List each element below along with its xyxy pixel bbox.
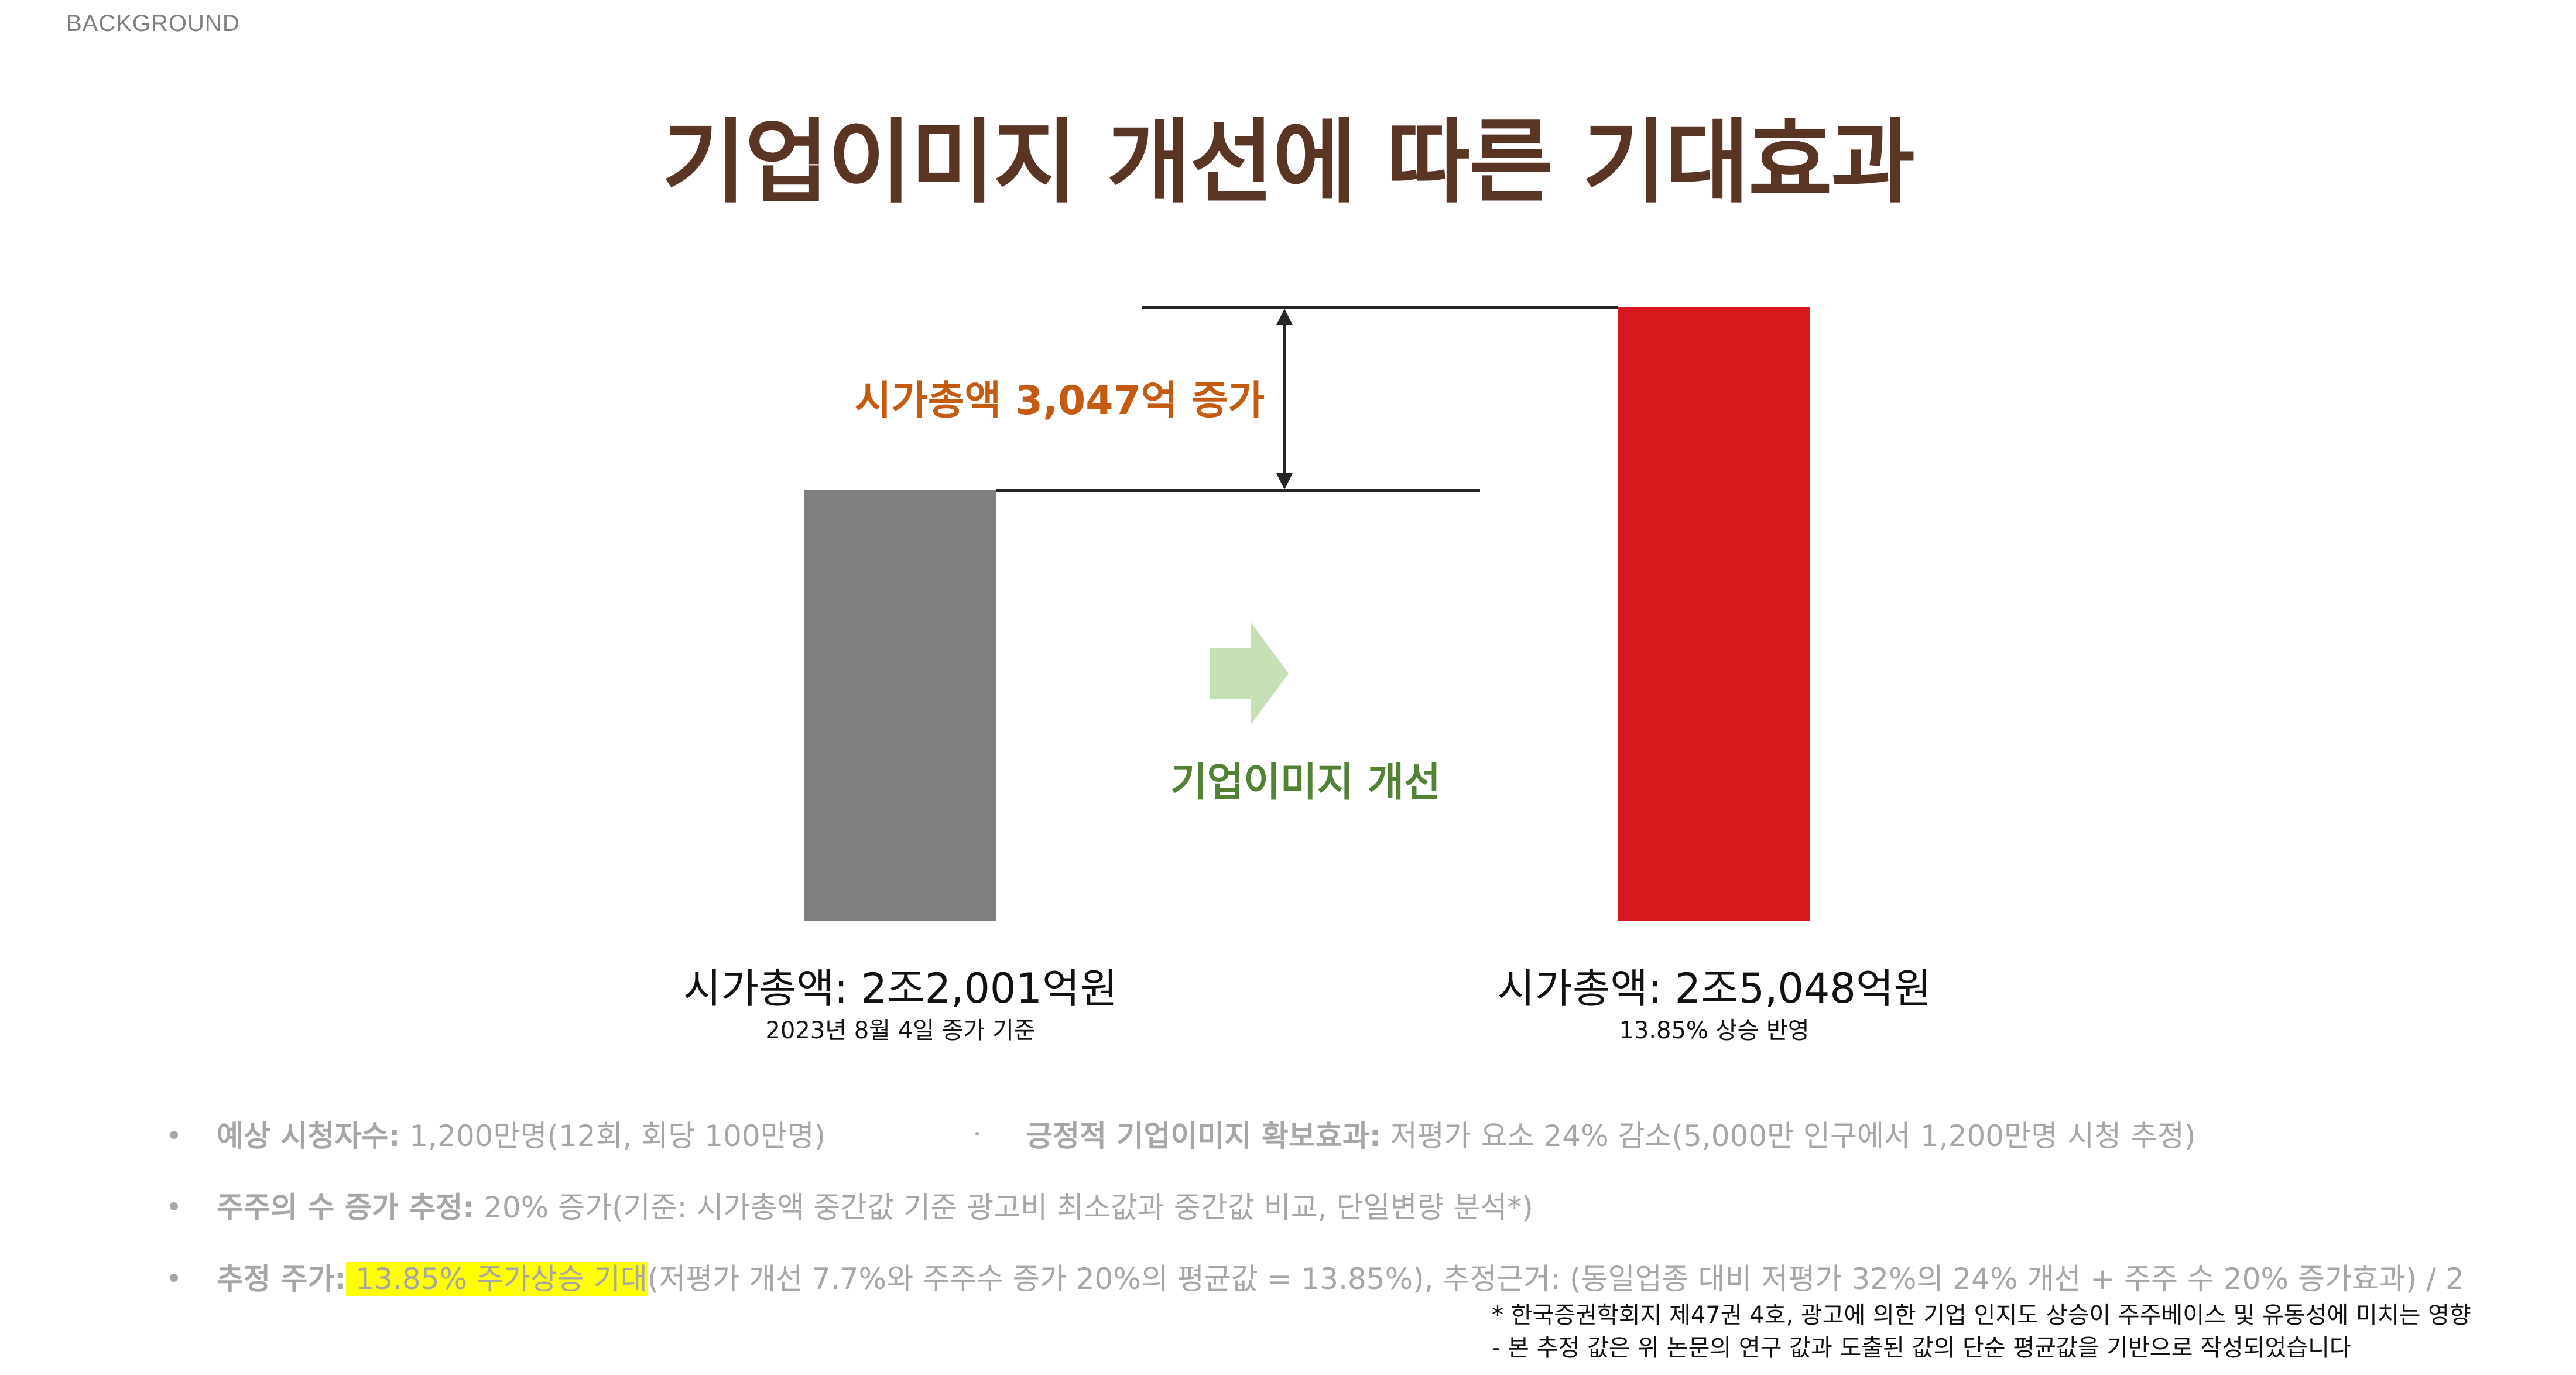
note-label: 긍정적 기업이미지 확보효과: [1026,1119,1381,1153]
bar-before-caption: 2023년 8월 4일 종가 기준 [765,1017,1036,1044]
bar-after-caption: 13.85% 상승 반영 [1619,1017,1810,1044]
note-text: 1,200만명(12회, 회당 100만명) [400,1119,826,1153]
bullet-icon [975,1131,979,1135]
note-text: 20% 증가(기준: 시가총액 중간값 기준 광고비 최소값과 중간값 비교, … [474,1191,1533,1224]
bullet-icon [170,1273,178,1282]
bullet-icon [170,1130,178,1139]
reference-line-bottom [996,489,1480,492]
bar-before [804,490,996,921]
highlighted-text: 13.85% 주가상승 기대 [346,1262,648,1296]
note-item: 추정 주가: 13.85% 주가상승 기대(저평가 개선 7.7%와 주주수 증… [170,1256,2464,1298]
note-text: 저평가 요소 24% 감소(5,000만 인구에서 1,200만명 시청 추정) [1381,1119,2196,1153]
note-item: 주주의 수 증가 추정: 20% 증가(기준: 시가총액 중간값 기준 광고비 … [170,1184,1533,1226]
right-arrow-icon [1210,622,1289,725]
bar-before-value: 시가총액: 2조2,001억원 [683,964,1118,1013]
delta-arrow-shaft [1283,321,1286,477]
note-label: 추정 주가: [217,1262,347,1296]
section-label: BACKGROUND [66,11,240,36]
delta-label: 시가총액 3,047억 증가 [854,378,1265,424]
transition-label: 기업이미지 개선 [1170,760,1441,806]
bar-after [1618,307,1810,921]
reference-line-top [1142,306,1618,309]
note-label: 예상 시청자수: [217,1119,400,1153]
footnotes: * 한국증권학회지 제47권 4호, 광고에 의한 기업 인지도 상승이 주주베… [1492,1299,2471,1364]
bullet-icon [170,1202,178,1210]
bar-after-value: 시가총액: 2조5,048억원 [1497,964,1931,1013]
arrow-down-icon [1276,473,1293,490]
arrow-up-icon [1276,309,1293,325]
page-title: 기업이미지 개선에 따른 기대효과 [662,109,1915,216]
note-label: 주주의 수 증가 추정: [217,1191,475,1224]
footnote-disclaimer: - 본 추정 값은 위 논문의 연구 값과 도출된 값의 단순 평균값을 기반으… [1492,1335,2351,1362]
note-item: 긍정적 기업이미지 확보효과: 저평가 요소 24% 감소(5,000만 인구에… [975,1113,2195,1155]
note-text: (저평가 개선 7.7%와 주주수 증가 20%의 평균값 = 13.85%),… [647,1262,2464,1296]
note-item: 예상 시청자수: 1,200만명(12회, 회당 100만명) [170,1113,825,1155]
footnote-citation: * 한국증권학회지 제47권 4호, 광고에 의한 기업 인지도 상승이 주주베… [1492,1302,2471,1329]
